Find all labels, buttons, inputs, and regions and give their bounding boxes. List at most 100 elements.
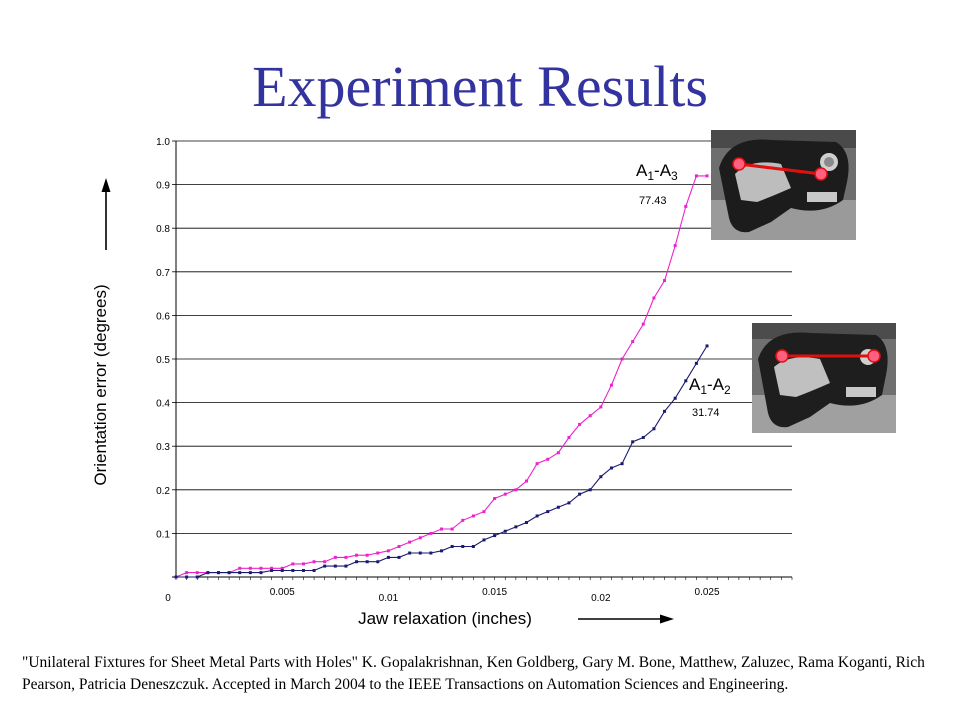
data-point [578,422,582,426]
series-a1a3 [174,174,709,579]
data-point [535,514,539,518]
data-point [195,575,199,579]
data-point [694,361,698,365]
series-line [176,345,708,578]
data-point [429,531,433,535]
data-point [599,475,603,479]
data-point [461,544,465,548]
data-point [248,566,252,570]
data-point [673,244,677,248]
series-a1a2 [174,344,709,579]
data-point [248,571,252,575]
data-point [652,427,656,431]
data-point [641,435,645,439]
slide-title: Experiment Results [252,54,708,119]
data-point [386,555,390,559]
data-point [376,560,380,564]
data-point [418,536,422,540]
data-point [514,488,518,492]
data-point [461,518,465,522]
y-axis-title: Orientation error (degrees) [91,284,110,485]
data-point [694,174,698,178]
data-point [259,571,263,575]
part-photo-a1a2 [752,323,896,433]
data-point [418,551,422,555]
chart-series [174,174,709,579]
data-point [323,564,327,568]
data-point [588,414,592,418]
data-point [514,525,518,529]
data-point [599,405,603,409]
data-point [503,492,507,496]
data-point [291,568,295,572]
data-point [440,527,444,531]
data-point [397,555,401,559]
data-point [450,544,454,548]
y-tick-label: 0.9 [156,181,170,192]
data-point [673,396,677,400]
data-point [556,451,560,455]
citation-text: "Unilateral Fixtures for Sheet Metal Par… [22,654,925,693]
data-point [227,571,231,575]
y-tick-label: 0.1 [156,529,170,540]
data-point [386,549,390,553]
y-tick-label: 0.7 [156,268,170,279]
y-tick-label: 0.8 [156,224,170,235]
data-point [578,492,582,496]
data-point [185,571,189,575]
data-point [259,566,263,570]
data-point [365,560,369,564]
data-point [482,538,486,542]
x-tick-labels: 0 0.005 0.01 0.015 0.02 0.025 [165,587,720,604]
data-point [503,529,507,533]
data-point [609,466,613,470]
data-point [429,551,433,555]
data-point [355,560,359,564]
part-photo-a1a3 [711,130,856,240]
data-point [280,566,284,570]
chart-axes [172,140,793,580]
photo-point-a3 [814,167,828,181]
series-annotation-a1a2: 31.74 [692,407,720,419]
data-point [238,566,242,570]
data-point [270,566,274,570]
data-point [524,521,528,524]
data-point [355,553,359,557]
data-point [440,549,444,553]
y-tick-label: 0.2 [156,486,170,497]
photo-point-a2 [867,349,881,363]
data-point [588,488,592,492]
data-point [344,555,348,559]
data-point [333,564,337,568]
data-point [397,544,401,548]
y-tick-label: 0.5 [156,355,170,366]
series-label-a1a3: A1-A3 [636,161,678,183]
data-point [291,562,295,566]
x-tick-label: 0.025 [695,587,720,598]
data-point [556,505,560,509]
data-point [567,435,571,439]
y-axis-arrow-head [101,178,111,192]
data-point [620,462,624,466]
chart-gridlines [176,140,792,534]
data-point [524,479,528,483]
data-point [620,357,624,361]
x-axis-arrow-head [660,614,674,624]
data-point [609,383,613,387]
photo-arrow-a1a3 [738,162,822,176]
data-point [535,462,539,466]
y-tick-label: 0.3 [156,442,170,453]
data-point [631,340,635,344]
data-point [546,457,550,461]
y-tick-label: 0.4 [156,399,170,410]
data-point [631,440,635,444]
data-point [641,322,645,326]
data-point [216,571,220,575]
data-point [450,527,454,531]
data-point [174,575,178,579]
data-point [312,560,316,564]
data-point [344,564,348,568]
data-point [663,279,667,283]
data-point [238,571,242,575]
